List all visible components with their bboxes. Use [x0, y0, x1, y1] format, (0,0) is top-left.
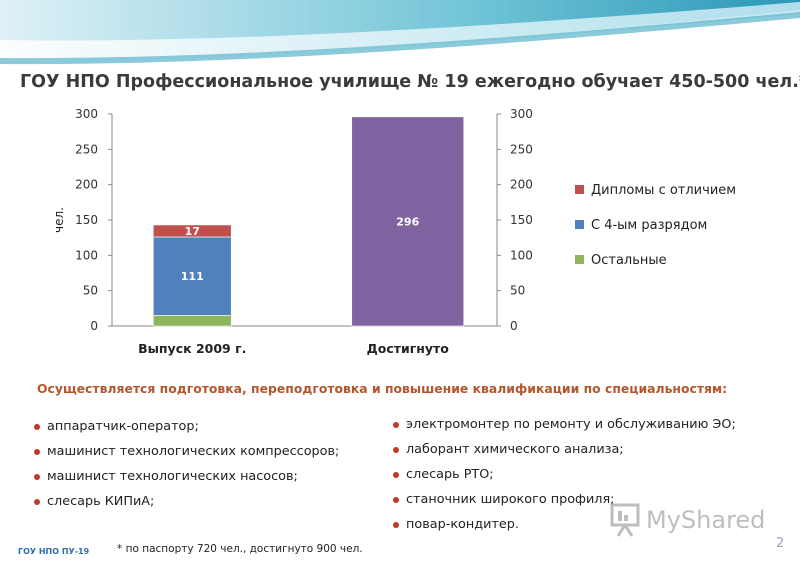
list-item: слесарь КИПиА;: [31, 493, 339, 518]
list-item: аппаратчик-оператор;: [31, 418, 339, 443]
y-tick-label-left: 250: [75, 142, 98, 156]
list-item: слесарь РТО;: [390, 466, 736, 491]
data-label: 17: [185, 225, 200, 238]
header-swoosh-decoration: [0, 0, 800, 65]
y-tick-label-right: 100: [510, 248, 533, 262]
legend-swatch: [575, 255, 584, 264]
watermark-logo: MyShared: [610, 500, 780, 540]
data-label: 296: [396, 215, 419, 228]
page-title: ГОУ НПО Профессиональное училище № 19 еж…: [20, 72, 800, 92]
y-tick-label-right: 50: [510, 284, 525, 298]
y-tick-label-left: 50: [83, 284, 98, 298]
x-tick-label: Выпуск 2009 г.: [138, 341, 246, 356]
legend-label: С 4-ым разрядом: [591, 218, 707, 233]
list-item: станочник широкого профиля;: [390, 491, 736, 516]
list-item: повар-кондитер.: [390, 516, 736, 541]
y-tick-label-left: 100: [75, 248, 98, 262]
y-tick-label-right: 0: [510, 319, 518, 333]
y-tick-label-right: 200: [510, 178, 533, 192]
specialties-heading: Осуществляется подготовка, переподготовк…: [37, 381, 728, 396]
legend-swatch: [575, 220, 584, 229]
list-item: электромонтер по ремонту и обслуживанию …: [390, 416, 736, 441]
y-tick-label-left: 200: [75, 178, 98, 192]
list-item: машинист технологических компрессоров;: [31, 443, 339, 468]
y-tick-label-right: 250: [510, 142, 533, 156]
bar-chart: 0 0 50 50 100 100 150 150 200 200 250 250 300 300 чел.…: [52, 107, 736, 356]
specialties-list-left: аппаратчик-оператор; машинист технологич…: [31, 418, 339, 518]
footer-org: ГОУ НПО ПУ-19: [18, 547, 90, 556]
page-number: 2: [776, 536, 785, 551]
presentation-icon: [610, 503, 640, 537]
y-tick-label-left: 300: [75, 107, 98, 121]
footnote: * по паспорту 720 чел., достигнуто 900 ч…: [117, 543, 363, 555]
y-axis-title: чел.: [52, 207, 66, 233]
legend-swatch: [575, 185, 584, 194]
watermark-text: MyShared: [646, 506, 766, 534]
specialties-list-right: электромонтер по ремонту и обслуживанию …: [390, 416, 736, 541]
x-tick-label: Достигнуто: [367, 341, 450, 356]
data-label: 111: [181, 270, 204, 283]
y-tick-label-right: 150: [510, 213, 533, 227]
bar-segment: [152, 224, 232, 238]
legend-label: Дипломы с отличием: [591, 183, 736, 198]
list-item: машинист технологических насосов;: [31, 468, 339, 493]
legend-label: Остальные: [591, 253, 667, 268]
y-tick-label-left: 0: [90, 319, 98, 333]
list-item: лаборант химического анализа;: [390, 441, 736, 466]
bar-segment: [152, 315, 232, 327]
bar-segment: [351, 116, 465, 327]
y-tick-label-left: 150: [75, 213, 98, 227]
y-tick-label-right: 300: [510, 107, 533, 121]
bar-segment: [152, 236, 232, 316]
